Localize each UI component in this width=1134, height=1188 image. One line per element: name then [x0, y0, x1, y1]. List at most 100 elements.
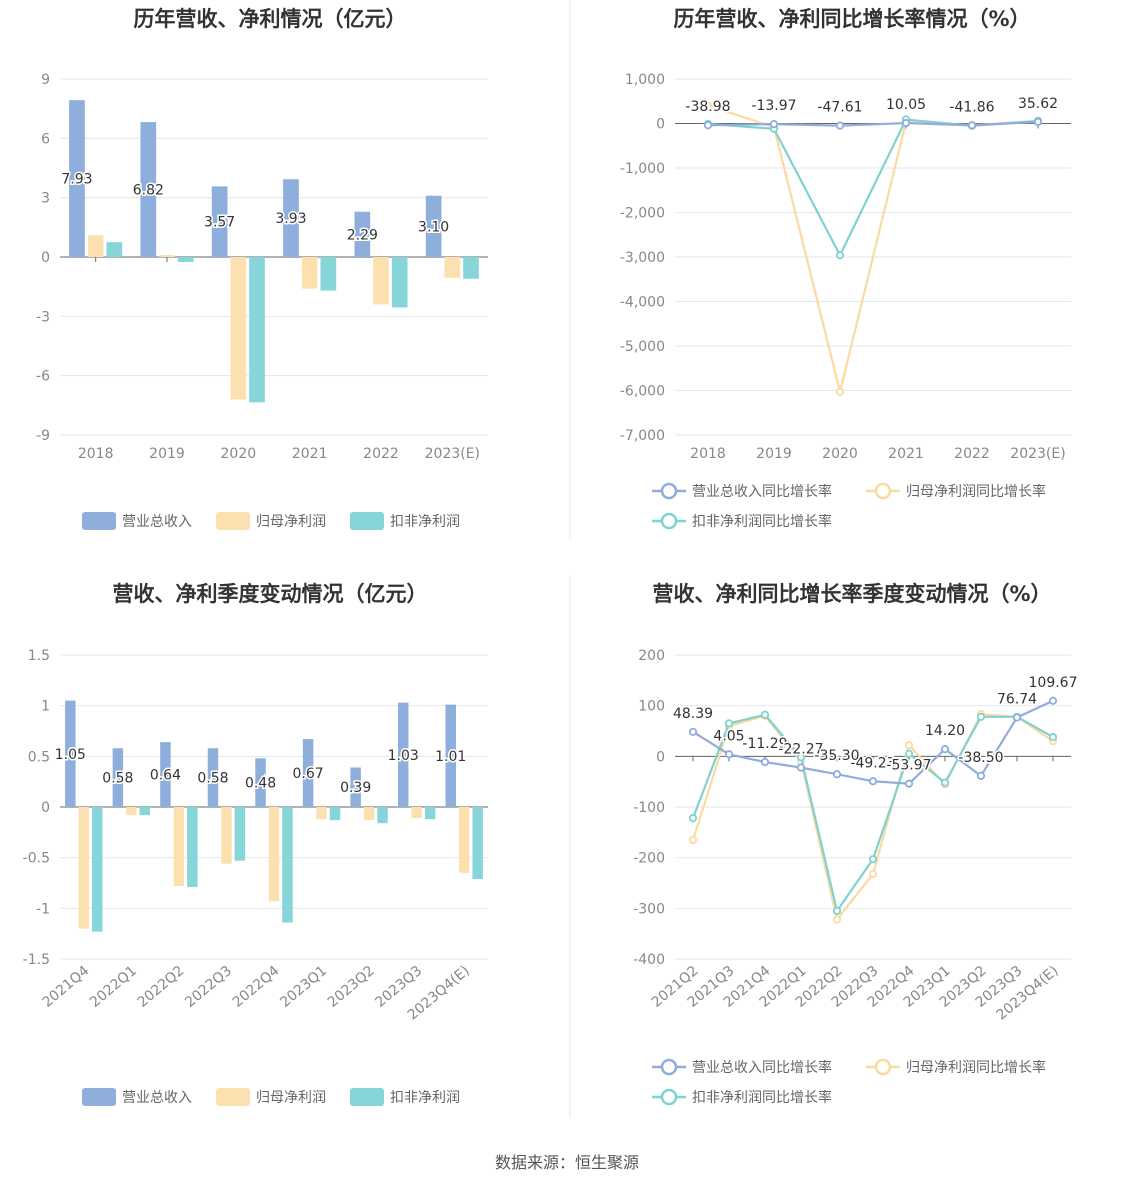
y-tick-label: 1.5 — [28, 648, 50, 664]
legend-item[interactable]: 归母净利润同比增长率 — [866, 1058, 1046, 1076]
data-point — [868, 855, 878, 864]
bar-net-profit — [173, 807, 185, 887]
legend-item[interactable]: 营业总收入同比增长率 — [652, 1058, 832, 1076]
bar-net-profit — [316, 807, 327, 820]
legend-item[interactable]: 扣非净利润 — [350, 512, 460, 530]
x-tick-label: 2019 — [149, 446, 185, 462]
data-label: 109.67 — [1029, 675, 1078, 691]
data-label: -38.98 — [685, 99, 730, 115]
y-tick-label: -1,000 — [620, 161, 665, 177]
legend-item[interactable]: 归母净利润同比增长率 — [866, 482, 1046, 500]
y-tick-label: -100 — [633, 800, 665, 816]
legend-label: 营业总收入同比增长率 — [692, 1059, 832, 1076]
bar-net-profit — [78, 807, 90, 929]
bar-net-profit — [411, 807, 422, 819]
legend-label: 扣非净利润同比增长率 — [692, 513, 832, 530]
data-point — [904, 749, 914, 758]
data-point — [832, 770, 842, 779]
legend-marker — [660, 1058, 678, 1076]
x-tick-label: 2022Q3 — [182, 963, 235, 1011]
legend-item[interactable]: 扣非净利润同比增长率 — [652, 512, 832, 530]
bar-revenue — [302, 739, 314, 807]
series-line — [707, 120, 1039, 127]
bar-revenue — [397, 702, 409, 807]
bar-deducted-profit — [282, 807, 293, 923]
legend-item[interactable]: 营业总收入 — [82, 1088, 192, 1106]
y-tick-label: 0 — [41, 800, 50, 816]
y-tick-label: 3 — [41, 191, 50, 207]
data-point — [796, 763, 806, 772]
data-label: 1.01 — [435, 749, 466, 765]
bar-net-profit — [87, 235, 104, 257]
legend-marker — [874, 1058, 892, 1076]
data-label: -35.30 — [814, 748, 859, 764]
legend-item[interactable]: 营业总收入 — [82, 512, 192, 530]
x-tick-label: 2022Q2 — [135, 963, 188, 1011]
legend-label: 营业总收入 — [122, 1090, 192, 1106]
bar-net-profit — [221, 807, 232, 864]
data-label: 14.20 — [925, 723, 965, 739]
x-tick-label: 2021 — [888, 446, 924, 462]
y-tick-label: 1 — [41, 699, 50, 715]
bar-deducted-profit — [234, 807, 246, 861]
x-tick-label: 2022Q4 — [230, 963, 283, 1011]
x-tick-label: 2018 — [690, 446, 726, 462]
data-label: 1.03 — [388, 748, 419, 764]
y-tick-label: 6 — [41, 131, 50, 147]
legend-item[interactable]: 归母净利润 — [216, 512, 326, 530]
y-tick-label: -3,000 — [620, 250, 665, 266]
y-tick-label: -2,000 — [620, 206, 665, 222]
bar-deducted-profit — [391, 257, 408, 308]
series-line — [707, 104, 1039, 393]
legend-item[interactable]: 归母净利润 — [216, 1088, 326, 1106]
legend-item[interactable]: 扣非净利润 — [350, 1088, 460, 1106]
data-label: -53.97 — [886, 758, 931, 774]
chart-quarterly-growth-rate: 营收、净利同比增长率季度变动情况（%） 200 100 0 -100 -200 -300 -… — [633, 582, 1079, 1106]
data-point — [904, 741, 914, 750]
data-point — [835, 121, 845, 130]
y-tick-label: -300 — [633, 901, 665, 917]
y-tick-label: 1,000 — [625, 72, 665, 88]
bar-revenue — [283, 179, 299, 257]
data-point — [724, 719, 734, 728]
chart-annual-growth-rate: 历年营收、净利同比增长率情况（%） 1,000 0 -1,000 -2,000 -3,0… — [620, 7, 1071, 530]
legend-item[interactable]: 扣非净利润同比增长率 — [652, 1088, 832, 1106]
data-label: -11.29 — [742, 736, 787, 752]
data-label: 1.05 — [55, 747, 86, 763]
x-tick-label: 2020 — [822, 446, 858, 462]
x-tick-label: 2019 — [756, 446, 792, 462]
y-tick-label: 9 — [41, 72, 50, 88]
x-tick-label: 2022Q1 — [87, 963, 140, 1011]
data-point — [967, 121, 977, 130]
y-tick-label: 0 — [41, 250, 50, 266]
legend-swatch — [350, 512, 384, 530]
data-label: 0.58 — [102, 771, 133, 787]
legend-item[interactable]: 营业总收入同比增长率 — [652, 482, 832, 500]
legend-label: 归母净利润 — [256, 1089, 326, 1106]
data-label: 0.64 — [150, 768, 181, 784]
legend-swatch — [82, 512, 116, 530]
x-tick-label: 2023(E) — [425, 446, 480, 462]
data-point — [835, 387, 845, 396]
data-label: 76.74 — [997, 691, 1037, 707]
y-tick-label: -400 — [633, 952, 665, 968]
y-tick-label: 0 — [656, 749, 665, 765]
chart-annual-revenue-profit: 历年营收、净利情况（亿元） 9 6 3 0 -3 -6 -9 2018 2019 2020 2021… — [36, 7, 488, 530]
bar-deducted-profit — [249, 257, 265, 403]
data-point — [904, 779, 914, 788]
data-label: 0.39 — [340, 780, 371, 796]
bar-deducted-profit — [329, 807, 341, 821]
data-label: -41.86 — [949, 99, 994, 115]
data-point — [769, 120, 779, 129]
data-point — [976, 712, 986, 721]
chart-title: 营收、净利季度变动情况（亿元） — [113, 582, 428, 606]
data-label: 3.57 — [204, 215, 235, 231]
legend-marker — [660, 482, 678, 500]
y-tick-label: -0.5 — [23, 851, 50, 867]
bar-revenue — [211, 186, 228, 257]
y-tick-label: 0 — [656, 117, 665, 133]
data-label: -47.61 — [817, 100, 862, 116]
data-point — [724, 750, 734, 759]
data-point — [1048, 732, 1058, 742]
data-label: -22.27 — [778, 742, 823, 758]
